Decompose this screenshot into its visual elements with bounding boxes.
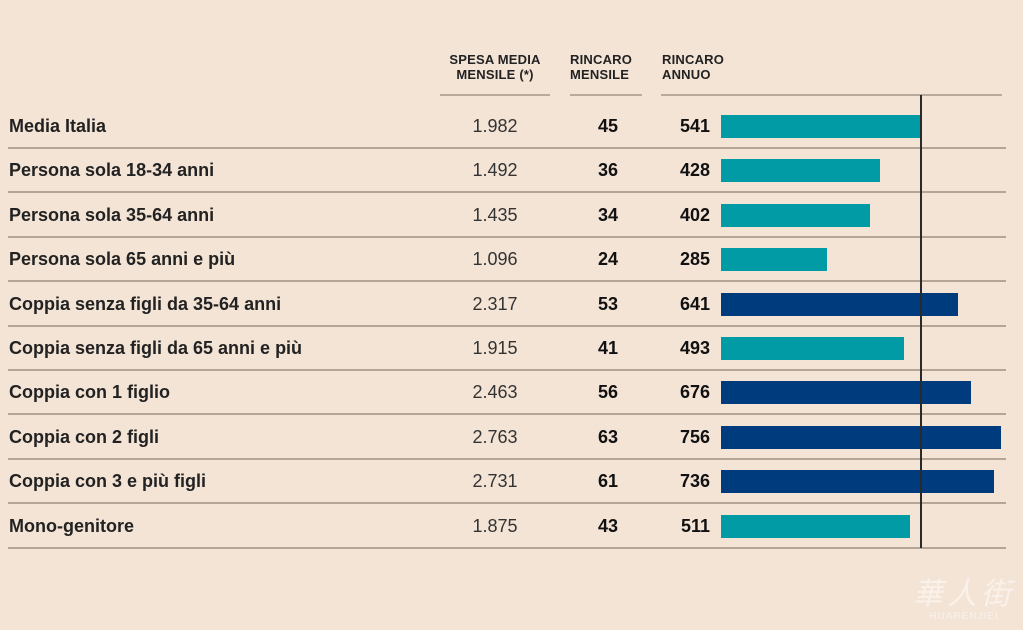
row-label: Coppia senza figli da 35-64 anni [9,293,282,314]
bar-rincaro-annuo [721,514,911,538]
rincaro-mensile-value: 61 [597,471,618,492]
bar-rincaro-annuo [721,115,922,138]
row-divider [8,502,1006,505]
rincaro-mensile-value: 24 [597,249,618,270]
rincaro-mensile-value: 63 [597,426,618,447]
header-rule [440,94,550,96]
row-divider [8,324,1006,327]
table-row: Persona sola 65 anni e più 1.096 24 285 [0,238,1023,283]
rincaro-mensile-value: 34 [597,204,618,225]
table-row: Coppia con 1 figlio 2.463 56 676 [0,371,1023,416]
bar-rincaro-annuo [721,337,904,360]
header-rule [661,94,1002,96]
column-header-rincaro-annuo: RINCARO ANNUO [662,52,762,82]
spesa-media-value: 2.763 [472,426,518,447]
watermark-logo: 華人街 [913,577,1015,612]
header-line: MENSILE (*) [456,67,534,82]
table-row: Persona sola 18-34 anni 1.492 36 428 [0,149,1023,194]
spesa-media-value: 1.982 [472,116,518,136]
rincaro-mensile-value: 43 [597,515,618,536]
spesa-media-value: 1.875 [472,515,518,536]
reference-line-media-italia [920,95,923,548]
rincaro-annuo-value: 541 [679,116,710,136]
table-row: Coppia con 2 figli 2.763 63 756 [0,416,1023,460]
table-row: Coppia senza figli da 35-64 anni 2.317 53 6… [0,283,1023,327]
row-divider [8,191,1006,194]
row-label: Persona sola 35-64 anni [9,204,215,225]
spesa-media-value: 1.492 [472,160,518,181]
rincaro-annuo-value: 511 [680,515,710,536]
rincaro-annuo-value: 756 [679,426,710,447]
table-row: Persona sola 35-64 anni 1.435 34 402 [0,194,1023,238]
header-line: MENSILE [570,67,630,82]
rincaro-annuo-value: 428 [679,160,710,181]
bar-rincaro-annuo [721,203,870,227]
spesa-media-value: 2.317 [472,293,518,314]
row-divider [8,546,1006,549]
rincaro-annuo-value: 676 [679,382,710,403]
row-divider [8,280,1006,283]
row-divider [8,235,1006,238]
rincaro-mensile-value: 53 [597,293,618,314]
row-label: Media Italia [9,116,107,136]
row-label: Coppia con 3 e più figli [9,471,207,492]
table-row: Media Italia 1.982 45 541 [0,105,1023,149]
rincaro-mensile-value: 41 [597,338,618,358]
rincaro-annuo-value: 285 [679,249,710,270]
column-header-spesa: SPESA MEDIA MENSILE (*) [440,52,550,82]
spesa-media-value: 1.435 [472,204,518,225]
row-label: Coppia con 1 figlio [9,382,170,403]
table-row: Mono-genitore 1.875 43 511 [0,505,1023,549]
rincaro-mensile-value: 36 [597,160,618,181]
row-label: Coppia senza figli da 65 anni e più [9,338,303,358]
spesa-media-value: 2.463 [472,382,518,403]
row-label: Coppia con 2 figli [9,426,160,447]
bar-rincaro-annuo [721,470,994,494]
spesa-media-value: 1.096 [472,249,518,270]
rincaro-mensile-value: 56 [597,382,618,403]
spesa-media-value: 1.915 [472,338,518,358]
rincaro-annuo-value: 402 [679,204,710,225]
column-header-rincaro-mensile: RINCARO MENSILE [570,52,642,82]
row-label: Persona sola 18-34 anni [9,160,215,181]
spesa-media-value: 2.731 [472,471,518,492]
table-row: Coppia con 3 e più figli 2.731 61 736 [0,460,1023,505]
row-label: Mono-genitore [9,515,134,536]
row-label: Persona sola 65 anni e più [9,249,236,270]
bar-rincaro-annuo [721,292,959,316]
table-row: Coppia senza figli da 65 anni e più 1.915… [0,327,1023,371]
header-rule [570,94,642,96]
watermark-text: HUARENJIEI [929,611,999,622]
rincaro-annuo-value: 493 [679,338,710,358]
bar-rincaro-annuo [721,381,972,405]
row-divider [8,369,1006,371]
bar-rincaro-annuo [721,248,827,272]
bar-rincaro-annuo [721,159,880,183]
header-line: SPESA MEDIA [449,52,541,67]
row-divider [8,147,1006,149]
watermark: 華人街 HUARENJIEI [913,569,1015,622]
rincaro-mensile-value: 45 [597,116,618,136]
row-divider [8,413,1006,416]
header-line: RINCARO [570,52,633,67]
bar-rincaro-annuo [721,425,1001,449]
rincaro-annuo-value: 736 [679,471,710,492]
rincaro-annuo-value: 641 [679,293,710,314]
header-line: ANNUO [662,67,711,82]
header-line: RINCARO [662,52,725,67]
row-divider [8,457,1006,460]
